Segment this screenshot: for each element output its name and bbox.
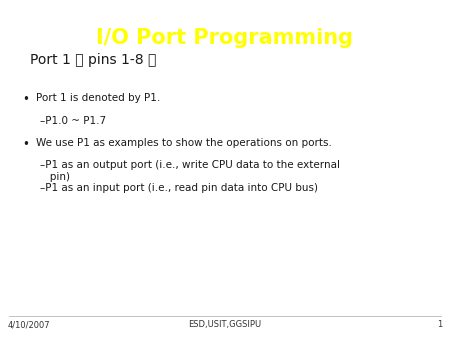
- Text: •: •: [22, 138, 29, 151]
- Text: 4/10/2007: 4/10/2007: [8, 320, 50, 329]
- Text: We use P1 as examples to show the operations on ports.: We use P1 as examples to show the operat…: [36, 138, 332, 148]
- Text: •: •: [22, 93, 29, 106]
- Text: –P1 as an output port (i.e., write CPU data to the external
   pin): –P1 as an output port (i.e., write CPU d…: [40, 160, 340, 182]
- Text: Port 1 is denoted by P1.: Port 1 is denoted by P1.: [36, 93, 160, 103]
- Text: –P1 as an input port (i.e., read pin data into CPU bus): –P1 as an input port (i.e., read pin dat…: [40, 183, 318, 193]
- Text: Port 1 （ pins 1-8 ）: Port 1 （ pins 1-8 ）: [30, 53, 157, 67]
- Text: 1: 1: [437, 320, 442, 329]
- Text: I/O Port Programming: I/O Port Programming: [96, 28, 354, 48]
- Text: –P1.0 ~ P1.7: –P1.0 ~ P1.7: [40, 116, 106, 126]
- Text: ESD,USIT,GGSIPU: ESD,USIT,GGSIPU: [189, 320, 261, 329]
